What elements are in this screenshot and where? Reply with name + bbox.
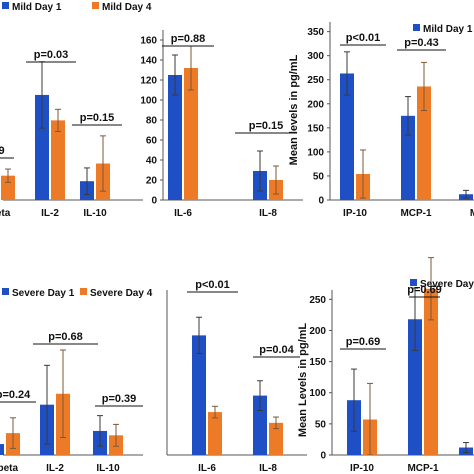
bar [408, 319, 422, 455]
y-tick-label: 50 [313, 171, 325, 182]
category-label: l beta [0, 463, 18, 474]
y-tick-label: 0 [318, 196, 324, 207]
p-value-label: p=0.68 [48, 331, 83, 343]
y-tick-label: 60 [146, 136, 158, 147]
y-tick-label: 50 [315, 419, 327, 430]
legend-label: Mild Day 1 [423, 24, 473, 35]
p-value-label: p=0.69 [346, 336, 381, 348]
bar [340, 73, 354, 200]
legend-label: Severe Day 4 [90, 288, 153, 299]
p-value-label: p=0.24 [0, 389, 31, 401]
y-tick-label: 160 [140, 36, 157, 47]
bar [184, 68, 198, 200]
category-label: IL-6 [198, 463, 216, 474]
p-value-label: p=0.43 [404, 37, 439, 49]
category-label: IL-6 [174, 208, 192, 219]
p-value-label: p=0.39 [102, 393, 137, 405]
p-value-label: p=0.15 [249, 120, 284, 132]
p-value-label: p<0.01 [195, 279, 230, 291]
category-label: IL-8 [259, 208, 277, 219]
panel-mild-left: beta IL-2 IL-10 .09 p=0.03 p=0.15 Mild Day 1 Mi… [0, 2, 152, 219]
bar [401, 115, 415, 200]
legend-label: Mild Day 4 [102, 2, 152, 13]
category-label: MCP-1 [407, 463, 439, 474]
p-value-label: p=0.88 [171, 33, 206, 45]
y-tick-label: 80 [146, 116, 158, 127]
y-tick-label: 350 [307, 27, 324, 38]
panel-mild-right: 0 50 100 150 200 250 300 350 IP-10 MCP-1 Mp<0.01 p=… [288, 22, 474, 219]
panel-mild-middle: 0 20 40 60 80 100 120 140 160 IL-6 IL-8 p=0.88 p=0.1… [140, 30, 303, 219]
y-tick-label: 40 [146, 156, 158, 167]
category-label: IL-10 [83, 208, 107, 219]
legend-swatch [92, 2, 99, 9]
category-label: IL-2 [46, 463, 64, 474]
y-tick-label: 100 [307, 147, 324, 158]
legend-label: Mild Day 1 [12, 2, 62, 13]
bar [0, 444, 4, 455]
y-tick-label: 150 [309, 357, 326, 368]
bar [35, 94, 49, 200]
category-label: beta [0, 208, 11, 219]
category-label: MCP-1 [400, 208, 432, 219]
panel-severe-middle: IL-6 IL-8 p<0.01 p=0.04 [166, 279, 307, 474]
bar [417, 86, 431, 200]
legend-label: Severe Day 1 [420, 279, 474, 290]
bar [51, 120, 65, 200]
p-value-label: p=0.69 [407, 284, 442, 296]
bar [269, 422, 283, 455]
y-tick-label: 0 [320, 451, 326, 462]
y-tick-label: 140 [140, 56, 157, 67]
panel-severe-right: 0 50 100 150 200 250 IP-10 MCP-1 p=0.69 p=0.69 Mea… [297, 257, 474, 474]
y-tick-label: 200 [307, 99, 324, 110]
p-value-label: .09 [0, 145, 5, 157]
y-tick-label: 120 [140, 76, 157, 87]
y-tick-label: 250 [309, 295, 326, 306]
y-tick-label: 150 [307, 123, 324, 134]
legend-swatch [410, 279, 417, 286]
bar [208, 412, 222, 455]
legend-swatch [413, 24, 420, 31]
bar [168, 75, 182, 200]
y-axis-title: Mean levels in pg/mL [288, 54, 300, 165]
y-axis-title: Mean Levels in pg/mL [297, 323, 309, 438]
p-value-label: p=0.15 [80, 112, 115, 124]
y-tick-label: 250 [307, 75, 324, 86]
category-label: IP-10 [343, 208, 367, 219]
y-tick-label: 100 [140, 96, 157, 107]
category-label: M [470, 208, 474, 219]
legend-swatch [2, 288, 9, 295]
y-tick-label: 20 [146, 176, 158, 187]
category-label: IL-10 [96, 463, 120, 474]
legend-swatch [2, 2, 9, 9]
p-value-label: p=0.04 [259, 344, 294, 356]
category-label: IL-8 [259, 463, 277, 474]
bar [253, 395, 267, 455]
y-tick-label: 300 [307, 51, 324, 62]
legend-label: Severe Day 1 [12, 288, 75, 299]
legend-swatch [80, 288, 87, 295]
y-tick-label: 100 [309, 388, 326, 399]
bar [424, 288, 438, 455]
panel-severe-left: l beta IL-2 IL-10 p=0.24 p=0.68 p=0.39 Severe … [0, 288, 153, 474]
y-tick-label: 0 [151, 196, 157, 207]
p-value-label: p=0.03 [34, 49, 69, 61]
category-label: IP-10 [350, 463, 374, 474]
y-tick-label: 200 [309, 326, 326, 337]
bar [1, 175, 15, 200]
category-label: IL-2 [41, 208, 59, 219]
bar [192, 335, 206, 455]
p-value-label: p<0.01 [346, 32, 381, 44]
